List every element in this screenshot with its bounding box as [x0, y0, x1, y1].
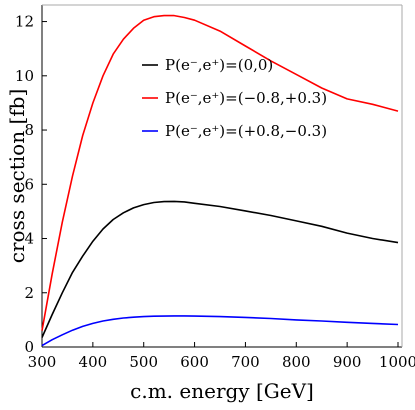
x-tick-label: 700 [231, 353, 260, 371]
series-line-1 [41, 200, 399, 338]
y-tick-label: 10 [15, 67, 34, 85]
y-ticks: 0 2 4 6 8 10 12 [15, 13, 47, 356]
y-tick-label: 2 [24, 284, 34, 302]
y-tick-label: 12 [15, 13, 34, 31]
x-ticks: 300 400 500 600 700 800 900 1000 [28, 342, 415, 371]
series-line-3 [41, 315, 399, 347]
x-tick-label: 500 [129, 353, 158, 371]
x-tick-label: 400 [79, 353, 108, 371]
x-tick-label: 1000 [379, 353, 415, 371]
y-tick-label: 6 [24, 175, 34, 193]
x-tick-label: 800 [282, 353, 311, 371]
y-tick-label: 8 [24, 121, 34, 139]
legend: P(e⁻,e⁺)=(0,0) P(e⁻,e⁺)=(−0.8,+0.3) P(e⁻,e… [142, 56, 327, 140]
y-tick-label: 4 [24, 230, 34, 248]
x-axis-title: c.m. energy [GeV] [130, 379, 314, 403]
legend-label-3: P(e⁻,e⁺)=(+0.8,−0.3) [165, 122, 327, 140]
x-tick-label: 600 [180, 353, 209, 371]
y-axis-title: cross section [fb] [5, 89, 29, 264]
x-tick-label: 300 [28, 353, 57, 371]
plot-frame [41, 4, 403, 348]
y-tick-label: 0 [24, 338, 34, 356]
series-lines [41, 14, 399, 347]
legend-label-1: P(e⁻,e⁺)=(0,0) [165, 56, 273, 74]
series-line-2 [41, 14, 399, 331]
legend-label-2: P(e⁻,e⁺)=(−0.8,+0.3) [165, 89, 327, 107]
x-tick-label: 900 [333, 353, 362, 371]
